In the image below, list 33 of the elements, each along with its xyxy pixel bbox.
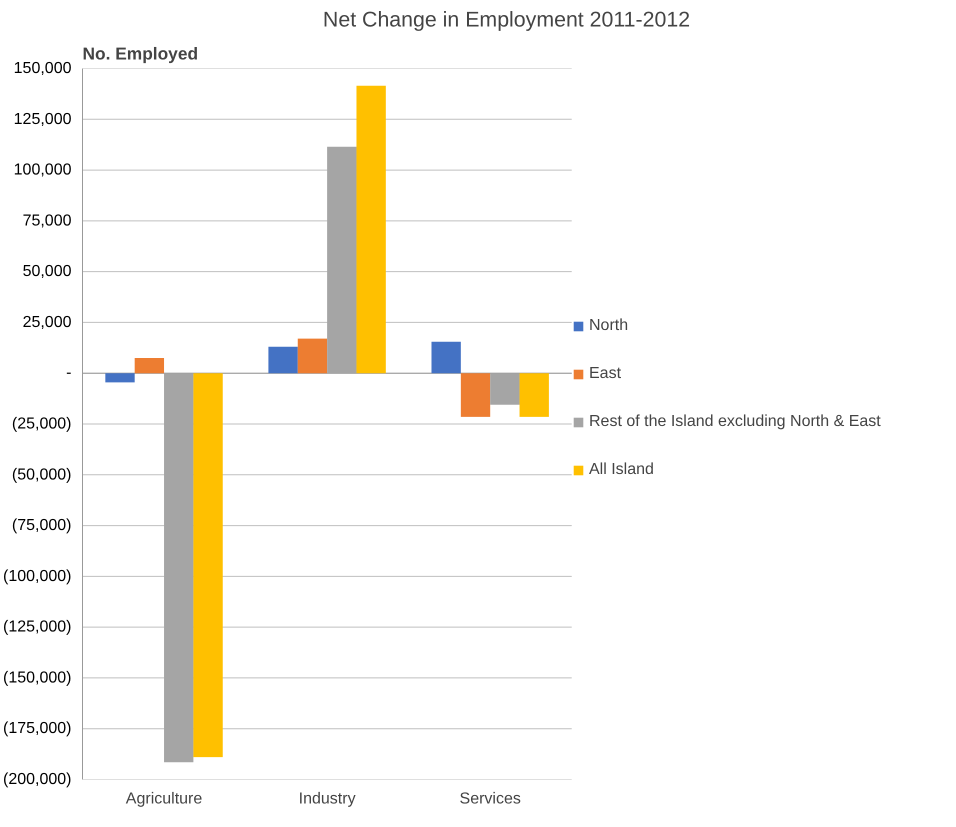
y-tick-label: 125,000 <box>14 110 72 128</box>
bar <box>298 338 328 374</box>
y-tick-label: 75,000 <box>22 212 72 230</box>
x-tick-label: Industry <box>298 790 356 808</box>
y-tick-label: (125,000) <box>3 618 72 636</box>
y-tick-label: 150,000 <box>14 60 72 77</box>
bar <box>460 373 490 417</box>
legend-label: East <box>589 365 622 383</box>
legend-label: North <box>589 317 628 335</box>
legend-label: All Island <box>589 461 654 479</box>
y-tick-label: (50,000) <box>12 466 72 484</box>
y-axis-title: No. Employed <box>82 44 198 64</box>
y-tick-label: 25,000 <box>22 314 72 331</box>
y-tick-label: 100,000 <box>14 162 72 179</box>
bar <box>431 342 461 374</box>
bar <box>520 373 549 417</box>
y-tick-label: (75,000) <box>12 517 72 534</box>
y-tick-label: (150,000) <box>3 669 72 686</box>
y-tick-label: 50,000 <box>22 263 72 280</box>
chart-title: Net Change in Employment 2011-2012 <box>322 8 690 32</box>
y-tick-label: (25,000) <box>12 416 72 432</box>
bar <box>193 373 223 758</box>
x-tick-label: Agriculture <box>126 790 202 808</box>
legend-label: Rest of the Island excluding North & East <box>589 413 881 431</box>
bar <box>356 86 386 374</box>
bar <box>105 373 135 382</box>
y-tick-label: (100,000) <box>3 568 72 585</box>
y-tick-label: - <box>66 364 72 382</box>
x-tick-label: Services <box>460 790 521 808</box>
y-tick-label: (175,000) <box>3 720 72 738</box>
bar <box>134 358 164 374</box>
bar <box>268 346 298 374</box>
y-tick-label: (200,000) <box>3 771 72 788</box>
